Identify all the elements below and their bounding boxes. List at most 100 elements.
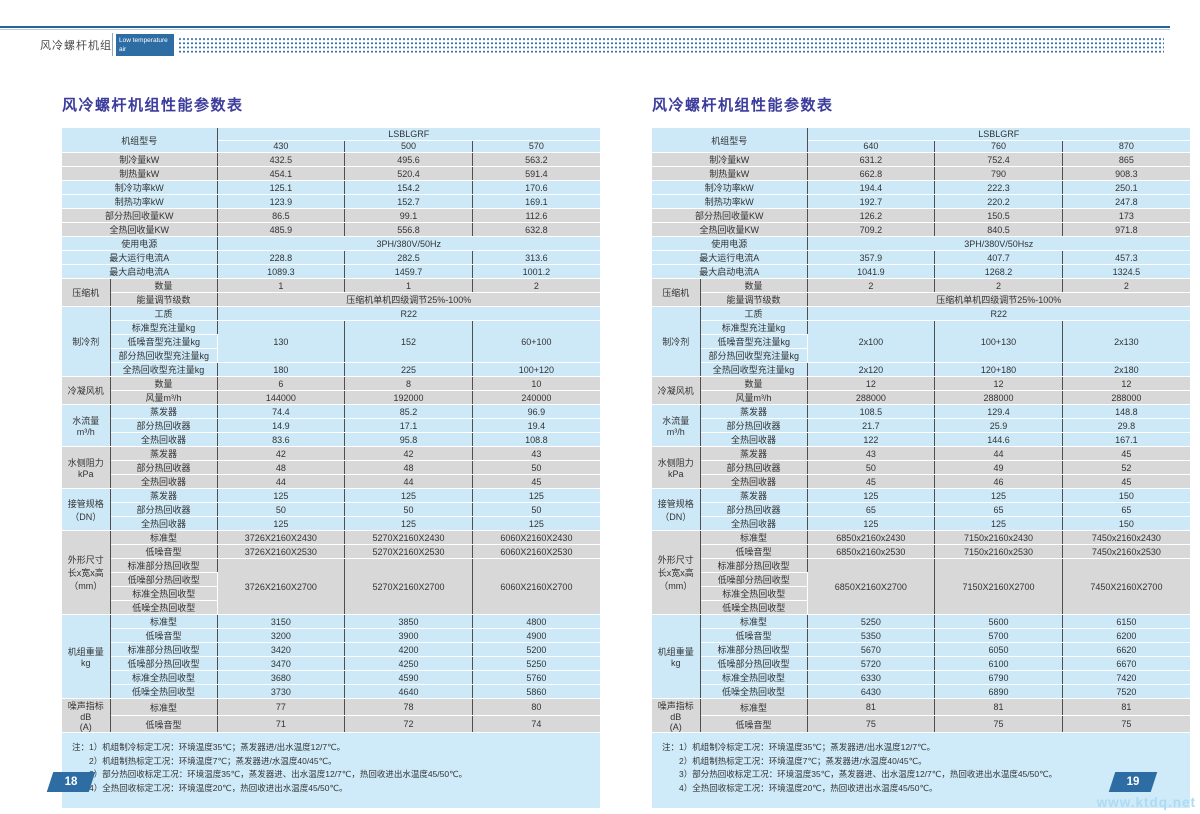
- table-cell: 44: [217, 474, 346, 490]
- table-row: 低噪音型 6850x2160x2530 7150x2160x2530 7450x216…: [652, 544, 1190, 560]
- table-cell: 19.4: [472, 418, 600, 434]
- table-row: 水流量 m³/h 蒸发器 74.4 85.2 96.9: [62, 404, 600, 448]
- table-cell: 282.5: [344, 250, 473, 266]
- table-row: 标准全热回收型: [62, 586, 600, 602]
- watermark: www.ktdq.net: [1096, 795, 1196, 810]
- table-row: 640 760 870: [652, 140, 1190, 154]
- table-row: 标准全热回收型 3680 4590 5760: [62, 670, 600, 686]
- table-cell: 42: [344, 446, 473, 462]
- table-cell: 低噪全热回收型: [700, 600, 808, 616]
- page-number: 19: [1126, 776, 1140, 788]
- table-cell: 112.6: [472, 208, 600, 224]
- table-cell: 蒸发器: [110, 404, 218, 420]
- table-cell: 10: [472, 376, 600, 392]
- table-cell: 150: [1062, 516, 1190, 532]
- table-row: 全热回收器 125 125 125: [62, 516, 600, 532]
- table-cell: 21.7: [807, 418, 936, 434]
- table-cell: 1324.5: [1062, 264, 1190, 280]
- table-cell: 454.1: [217, 166, 346, 182]
- table-cell: 5670: [807, 642, 936, 658]
- badge-line-2: source heat pump unit: [119, 55, 153, 73]
- spec-table: 机组型号 LSBLGRF 430 500 570 制冷量kW 432.5 495.6 563.2…: [62, 128, 600, 734]
- table-cell: 288000: [1062, 390, 1190, 406]
- table-cell: 噪声指标dB (A): [652, 698, 701, 734]
- table-cell: 外形尺寸 长x宽x高 （mm）: [62, 530, 111, 616]
- table-cell: 标准全热回收型: [110, 586, 218, 602]
- table-cell: 数量: [110, 376, 218, 392]
- table-cell: 3PH/380V/50Hsz: [807, 236, 1190, 252]
- table-cell: 640: [807, 140, 936, 154]
- table-cell: 标准型: [110, 614, 218, 630]
- table-row: 标准部分热回收型 5670 6050 6620: [652, 642, 1190, 658]
- table-cell: 最大启动电流A: [62, 264, 218, 280]
- table-cell: 430: [217, 140, 346, 154]
- table-row: 制冷剂 工质 R22: [62, 306, 600, 378]
- table-cell: 5350: [807, 628, 936, 644]
- table-cell: 2: [1062, 278, 1190, 294]
- table-row: 全热回收器 83.6 95.8 108.8: [62, 432, 600, 448]
- table-row: 全热回收型充注量kg 2x120 120+180 2x180: [652, 362, 1190, 378]
- table-cell: 低噪音型: [110, 544, 218, 560]
- table-cell: 2x180: [1062, 362, 1190, 378]
- table-cell: 3PH/380V/50Hz: [217, 236, 600, 252]
- table-cell: 部分热回收器: [110, 460, 218, 476]
- table-cell: 50: [472, 502, 600, 518]
- table-cell: 全热回收器: [110, 516, 218, 532]
- table-cell: 250.1: [1062, 180, 1190, 196]
- table-cell: 蒸发器: [110, 446, 218, 462]
- table-cell: 152.7: [344, 194, 473, 210]
- table-cell: 45: [472, 474, 600, 490]
- table-cell: 45: [1062, 474, 1190, 490]
- table-row: 低噪全热回收型: [62, 600, 600, 616]
- table-row: 外形尺寸 长x宽x高 （mm） 标准型 6850x2160x2430 7150x216…: [652, 530, 1190, 616]
- table-cell: 48: [217, 460, 346, 476]
- table-cell: 部分热回收器: [110, 418, 218, 434]
- table-cell: 1001.2: [472, 264, 600, 280]
- table-cell: 制热功率kW: [652, 194, 808, 210]
- table-row: 使用电源 3PH/380V/50Hsz: [652, 236, 1190, 252]
- table-cell: 5250: [472, 656, 600, 672]
- table-row: 部分热回收器 50 50 50: [62, 502, 600, 518]
- table-cell: 标准型: [110, 698, 218, 717]
- table-row: 标准部分热回收型 3726X2160X2700 5270X2160X2700 6060…: [62, 558, 600, 616]
- table-cell: 水流量 m³/h: [652, 404, 701, 448]
- table-cell: 蒸发器: [110, 488, 218, 504]
- page-number-badge-left: 18: [46, 772, 96, 792]
- product-category-badge: Low temperature air source heat pump uni…: [116, 34, 174, 72]
- table-cell: 125: [472, 488, 600, 504]
- table-cell: 6: [217, 376, 346, 392]
- table-cell: 43: [472, 446, 600, 462]
- table-cell: 50: [807, 460, 936, 476]
- table-cell: 低噪全热回收型: [110, 684, 218, 700]
- table-cell: 100+130: [934, 320, 1063, 364]
- table-cell: 840.5: [934, 222, 1063, 238]
- table-cell: 288000: [807, 390, 936, 406]
- table-cell: 6330: [807, 670, 936, 686]
- table-cell: 96.9: [472, 404, 600, 420]
- table-cell: 低噪全热回收型: [700, 684, 808, 700]
- table-cell: 低噪音型: [700, 544, 808, 560]
- table-cell: 192.7: [807, 194, 936, 210]
- table-row: 标准型充注量kg 2x100 100+130 2x130: [652, 320, 1190, 364]
- table-cell: 144.6: [934, 432, 1063, 448]
- table-cell: 6850X2160X2700: [807, 558, 936, 616]
- table-cell: 水侧阻力kPa: [62, 446, 111, 490]
- table-cell: 99.1: [344, 208, 473, 224]
- table-cell: 52: [1062, 460, 1190, 476]
- header-rule-top: [0, 26, 1170, 28]
- table-cell: 247.8: [1062, 194, 1190, 210]
- table-cell: 低噪音型充注量kg: [700, 334, 808, 350]
- table-cell: 部分热回收型充注量kg: [700, 348, 808, 364]
- table-cell: 低噪音型: [700, 628, 808, 644]
- table-cell: 125: [807, 516, 936, 532]
- table-cell: 43: [807, 446, 936, 462]
- table-row: 机组型号 LSBLGRF: [652, 128, 1190, 154]
- note-line: 3）部分热回收标定工况：环境温度35℃，蒸发器进、出水温度12/7℃，热回收进出…: [89, 769, 468, 780]
- table-cell: 12: [934, 376, 1063, 392]
- table-cell: 225: [344, 362, 473, 378]
- table-cell: 194.4: [807, 180, 936, 196]
- table-cell: 使用电源: [62, 236, 218, 252]
- table-cell: 752.4: [934, 152, 1063, 168]
- table-row: 低噪音型 71 72 74: [62, 715, 600, 734]
- table-cell: 6850x2160x2530: [807, 544, 936, 560]
